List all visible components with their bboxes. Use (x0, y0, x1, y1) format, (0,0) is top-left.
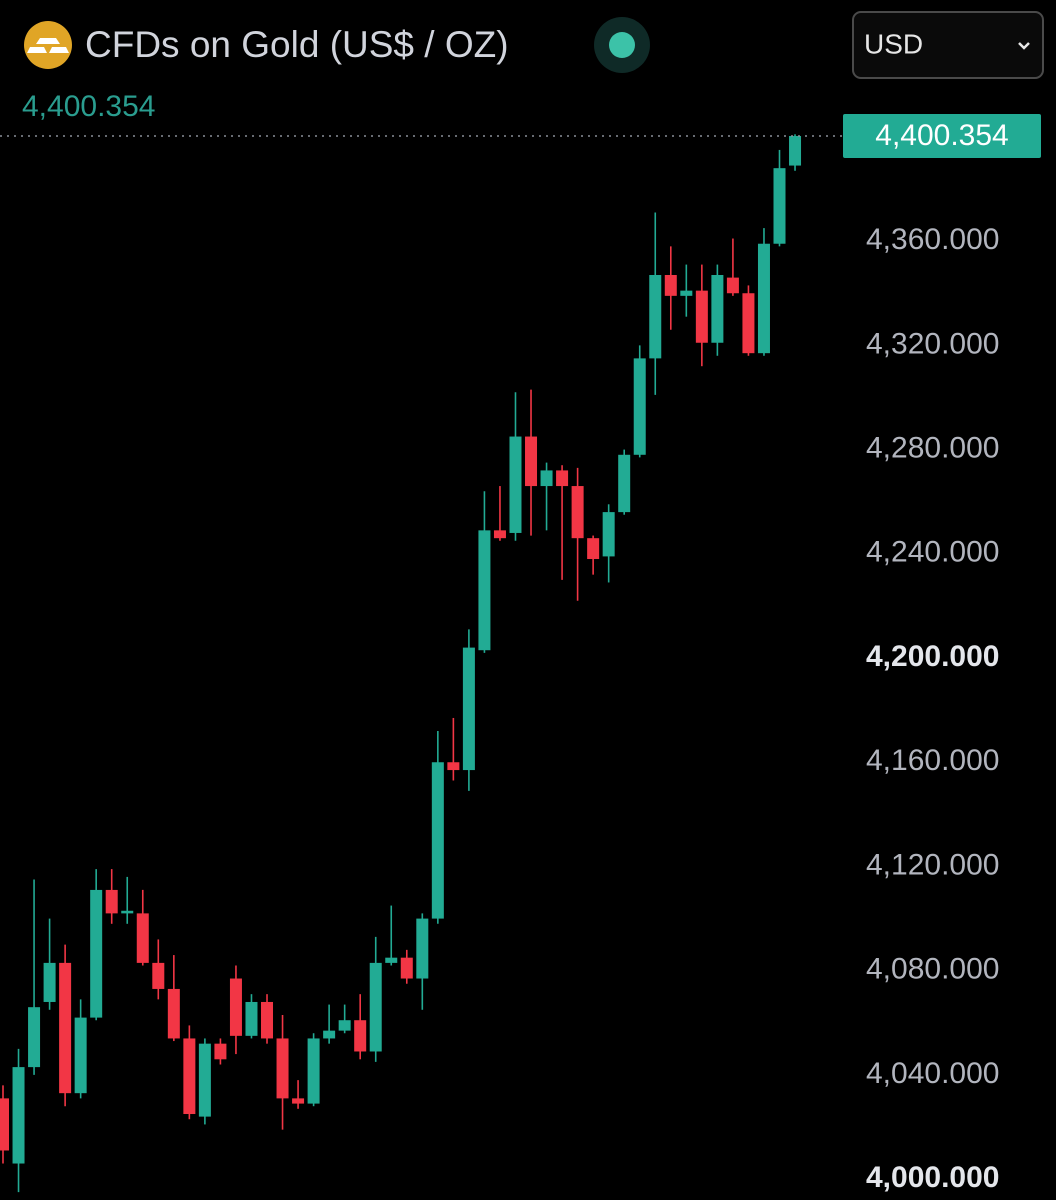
candle-body (462, 647, 475, 771)
candle-body (338, 1020, 351, 1031)
last-price-box (843, 113, 1041, 158)
candle-body (757, 243, 770, 354)
candle-body (742, 293, 755, 354)
y-tick-label: 4,000.000 (866, 1161, 999, 1194)
candle-body (726, 277, 739, 294)
candle-body (43, 962, 56, 1002)
candle-body (680, 290, 693, 296)
candle-body (618, 454, 631, 513)
header: CFDs on Gold (US$ / OZ) 4,400.354 USD (22, 11, 1044, 123)
candle-body (711, 275, 724, 343)
gold-bars (27, 38, 69, 53)
candle-body (292, 1098, 305, 1104)
candle-body (183, 1038, 196, 1115)
candle-body (59, 962, 72, 1094)
candle-body (556, 470, 569, 487)
candle-body (0, 1098, 9, 1151)
candle-body (74, 1017, 87, 1094)
chart-title: CFDs on Gold (US$ / OZ) (85, 24, 509, 65)
status-dot (609, 32, 635, 58)
candle-body (509, 436, 522, 533)
candle-body (369, 962, 382, 1052)
select-box[interactable] (852, 11, 1044, 79)
y-tick-label: 4,120.000 (866, 848, 999, 881)
candle-body (167, 988, 180, 1039)
currency-select[interactable]: USD (852, 11, 1044, 79)
y-tick-label: 4,280.000 (866, 431, 999, 464)
candle-body (525, 436, 538, 487)
gold-icon (24, 21, 72, 69)
price: 4,400.354 (22, 90, 155, 123)
candle-body (245, 1001, 258, 1036)
candle-body (323, 1030, 336, 1039)
candle-body (416, 918, 429, 979)
candle-body (198, 1043, 211, 1117)
candle-body (152, 962, 165, 989)
candle-body (12, 1067, 25, 1164)
y-tick-label: 4,320.000 (866, 327, 999, 360)
candle-body (28, 1007, 41, 1068)
candle-body (121, 910, 134, 914)
candle-body (664, 275, 677, 296)
candle-body (136, 913, 149, 963)
candle-body (695, 290, 708, 343)
candle-body (789, 135, 802, 166)
candle-body (90, 889, 103, 1018)
candle-body (649, 275, 662, 359)
candle-body (633, 358, 646, 455)
candle-body (385, 957, 398, 963)
candle-body (773, 168, 786, 244)
candle-body (587, 538, 600, 560)
candle-body (571, 486, 584, 539)
candle-body (447, 762, 460, 771)
candle-body (214, 1043, 227, 1060)
candle-body (540, 470, 553, 487)
candle-body (400, 957, 413, 979)
currency[interactable]: USD (864, 28, 923, 59)
y-tick-label: 4,200.000 (866, 640, 999, 673)
candle-body (276, 1038, 289, 1099)
candle-body (105, 889, 118, 914)
plot-area: 4,000.000 4,040.000 4,080.000 4,120.000 4,16… (0, 113, 1041, 1194)
y-tick-label: 4,240.000 (866, 536, 999, 569)
last-price-label: 4,400.354 (875, 119, 1008, 152)
y-tick-label: 4,080.000 (866, 953, 999, 986)
candle-body (354, 1020, 367, 1052)
y-tick-label: 4,160.000 (866, 744, 999, 777)
candle-body (261, 1001, 274, 1039)
chevron[interactable] (1018, 42, 1030, 50)
y-tick-label: 4,040.000 (866, 1057, 999, 1090)
candle-body (307, 1038, 320, 1104)
candle-body (229, 978, 242, 1036)
candle-body (493, 530, 506, 539)
candle-body (478, 530, 491, 651)
candle-body (431, 762, 444, 919)
candle-body (602, 512, 615, 557)
y-tick-label: 4,360.000 (866, 223, 999, 256)
